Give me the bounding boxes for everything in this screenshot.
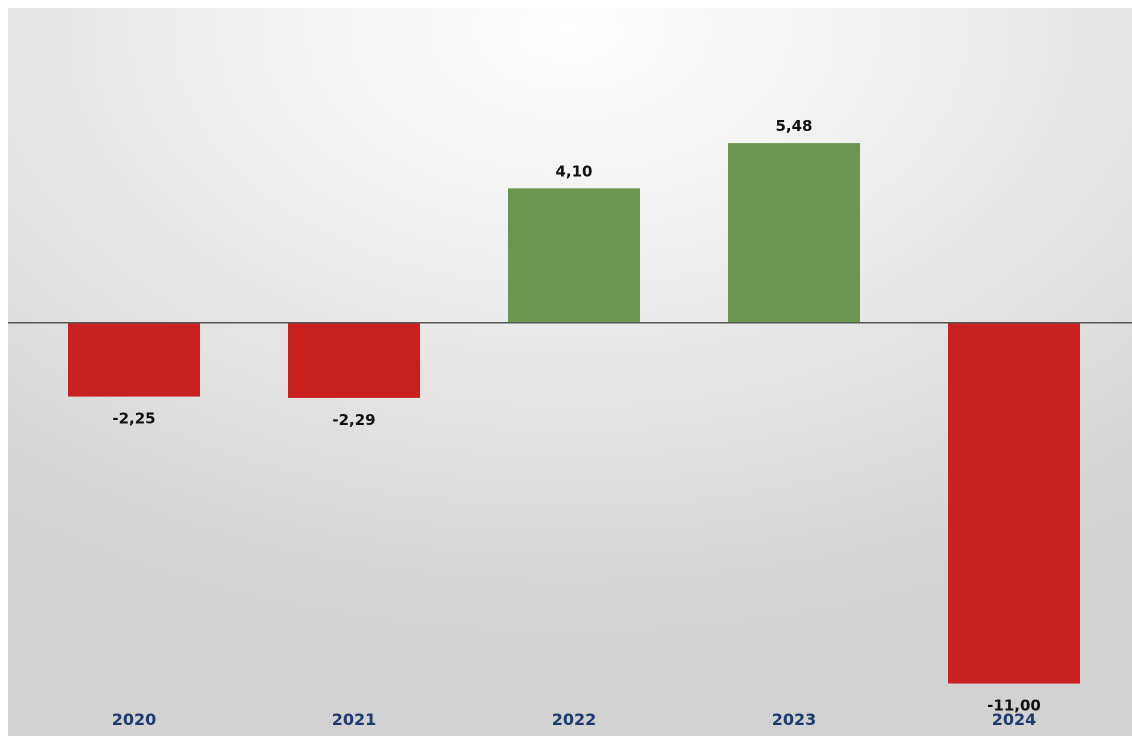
bar-2024 [948,322,1080,684]
value-labels-group: -2,25 -2,29 4,10 5,48 -11,00 [112,117,1040,714]
value-label-2024: -11,00 [987,697,1041,715]
value-label-2023: 5,48 [775,117,812,135]
value-label-2022: 4,10 [555,162,592,180]
bar-2022 [508,188,640,323]
value-label-2021: -2,29 [332,411,375,429]
bar-2023 [728,143,860,323]
x-tick-labels-group: 2020 2021 2022 2023 2024 [112,710,1037,729]
x-tick-label-2021: 2021 [332,710,377,729]
x-tick-label-2024: 2024 [992,710,1037,729]
x-tick-label-2020: 2020 [112,710,157,729]
x-tick-label-2022: 2022 [552,710,597,729]
bars-group [68,143,1080,684]
bar-2020 [68,322,200,397]
value-label-2020: -2,25 [112,410,155,428]
x-tick-label-2023: 2023 [772,710,817,729]
bar-2021 [288,322,420,398]
